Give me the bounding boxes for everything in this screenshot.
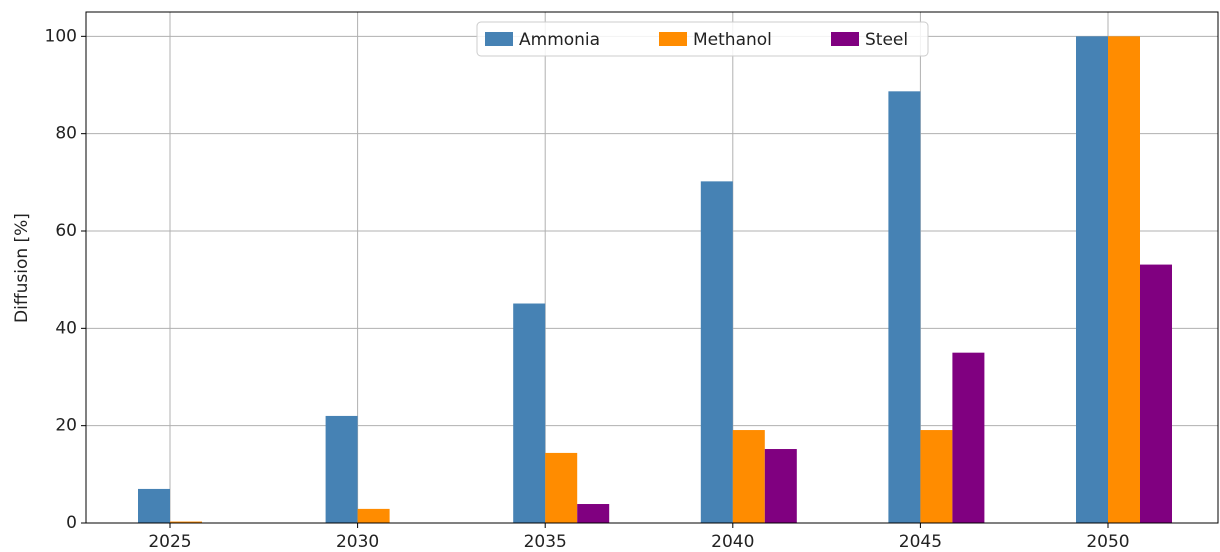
legend-label: Methanol: [693, 30, 772, 50]
bar: [888, 91, 921, 524]
bar: [357, 508, 390, 523]
y-tick-label: 60: [55, 221, 77, 241]
bar: [700, 181, 733, 524]
bar: [952, 352, 985, 523]
bar: [1076, 36, 1108, 523]
x-tick-label: 2045: [899, 532, 942, 552]
legend-box: [476, 21, 929, 57]
legend-swatch: [659, 32, 687, 46]
plot-frame: [85, 11, 1219, 524]
x-tick-label: 2030: [336, 532, 379, 552]
bar: [920, 430, 953, 523]
bar: [138, 488, 170, 523]
y-tick-label: 0: [66, 513, 77, 533]
y-tick-label: 100: [45, 26, 77, 46]
legend-label: Ammonia: [519, 30, 600, 50]
y-tick-label: 20: [55, 416, 77, 436]
bar: [170, 521, 202, 523]
y-tick-label: 80: [55, 124, 77, 144]
x-tick-label: 2040: [711, 532, 754, 552]
bar: [732, 430, 765, 523]
legend-swatch: [485, 32, 513, 46]
y-tick-label: 40: [55, 318, 77, 338]
bar: [764, 449, 797, 523]
bar: [325, 415, 358, 523]
x-tick-label: 2035: [524, 532, 567, 552]
legend-label: Steel: [865, 30, 908, 50]
bar: [545, 452, 578, 523]
legend-swatch: [831, 32, 859, 46]
bar: [513, 303, 546, 523]
y-axis-label: Diffusion [%]: [12, 213, 32, 323]
bar: [1108, 36, 1140, 523]
bar: [1140, 264, 1172, 523]
bar: [577, 504, 610, 523]
x-tick-label: 2025: [148, 532, 191, 552]
legend: Ammonia Methanol Steel: [476, 21, 929, 57]
x-tick-label: 2050: [1086, 532, 1129, 552]
